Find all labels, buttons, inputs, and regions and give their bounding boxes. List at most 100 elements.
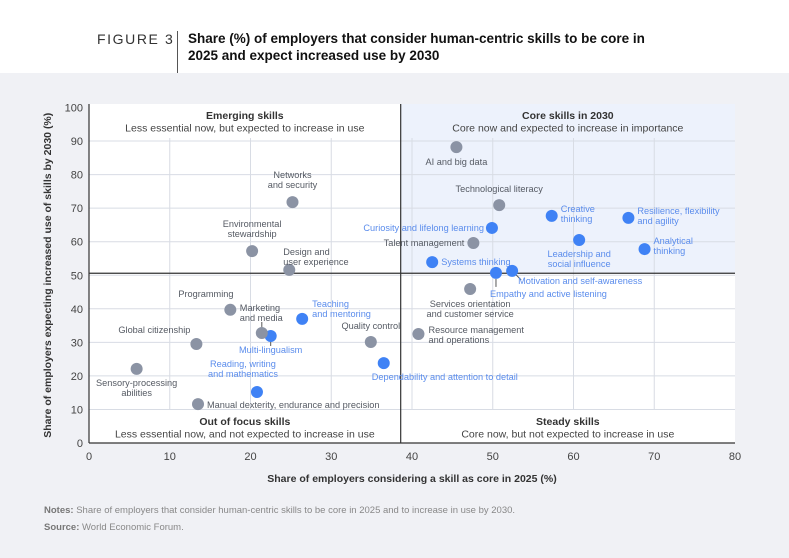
figure-label: FIGURE 3 <box>97 31 175 47</box>
x-tick-label: 30 <box>325 451 337 463</box>
point-label-line: Programming <box>178 289 233 299</box>
point-label-line: Creative <box>561 204 595 214</box>
point-talent-management <box>467 237 480 250</box>
x-tick-label: 50 <box>487 451 499 463</box>
point-label-technological-literacy: Technological literacy <box>456 184 544 194</box>
y-axis-label: Share of employers expecting increased u… <box>42 113 54 438</box>
point-label-line: Networks <box>273 170 312 180</box>
x-tick-label: 70 <box>648 451 660 463</box>
y-tick-label: 20 <box>71 371 83 383</box>
point-label-line: and mathematics <box>208 369 278 379</box>
source-text: World Economic Forum. <box>79 522 184 533</box>
point-label-line: and customer service <box>426 309 513 319</box>
point-label-line: Services orientation <box>430 299 511 309</box>
point-label-systems-thinking: Systems thinking <box>441 257 510 267</box>
quadrant-band-out-of-focus <box>90 410 401 443</box>
point-label-line: Multi-lingualism <box>239 345 303 355</box>
point-label-line: and agility <box>637 216 679 226</box>
point-label-environmental-stewardship: Environmental stewardship <box>223 219 282 239</box>
quadrant-subtitle-out-of-focus: Less essential now, and not expected to … <box>115 429 375 441</box>
point-label-marketing-and-media: Marketing and media <box>240 303 284 323</box>
point-label-resource-management-and-operations: Resource management and operations <box>428 325 524 345</box>
point-label-line: AI and big data <box>426 157 489 167</box>
quadrant-subtitle-core: Core now and expected to increase in imp… <box>452 123 683 135</box>
figure-title: Share (%) of employers that consider hum… <box>188 31 645 63</box>
point-label-line: thinking <box>561 214 593 224</box>
notes-label: Notes: <box>44 505 74 516</box>
point-label-line: Environmental <box>223 219 282 229</box>
point-label-line: abilities <box>121 388 152 398</box>
point-label-line: Sensory-processing <box>96 378 177 388</box>
point-global-citizenship <box>190 338 203 351</box>
point-label-creative-thinking: Creative thinking <box>561 204 595 224</box>
y-tick-label: 30 <box>71 337 83 349</box>
point-label-line: Systems thinking <box>441 257 510 267</box>
point-motivation-and-self-awareness <box>506 264 519 277</box>
point-label-teaching-and-mentoring: Teaching and mentoring <box>312 299 371 319</box>
point-manual-dexterity-endurance-and-precision <box>192 398 205 411</box>
point-resilience-flexibility-and-agility <box>622 211 635 224</box>
y-tick-label: 90 <box>71 136 83 148</box>
y-tick-label: 60 <box>71 237 83 249</box>
x-tick-label: 60 <box>567 451 579 463</box>
quadrant-band-steady <box>401 410 735 443</box>
source-label: Source: <box>44 522 80 533</box>
point-label-services-orientation-and-customer-service: Services orientation and customer service <box>426 299 513 319</box>
point-label-line: Reading, writing <box>210 359 276 369</box>
point-label-line: and operations <box>428 335 489 345</box>
point-label-reading-writing-and-mathematics: Reading, writing and mathematics <box>208 359 278 379</box>
point-analytical-thinking <box>638 243 651 256</box>
point-label-line: Global citizenship <box>118 325 190 335</box>
point-label-motivation-and-self-awareness: Motivation and self-awareness <box>518 276 643 286</box>
point-label-line: Resilience, flexibility <box>637 206 720 216</box>
point-label-line: Analytical <box>654 236 693 246</box>
point-label-analytical-thinking: Analytical thinking <box>654 236 693 256</box>
point-label-design-and-user-experience: Design and user experience <box>283 247 348 267</box>
x-tick-label: 0 <box>86 451 92 463</box>
point-technological-literacy <box>493 199 506 212</box>
point-label-line: Quality control <box>341 321 400 331</box>
point-curiosity-and-lifelong-learning <box>485 221 498 234</box>
point-label-line: Talent management <box>384 238 465 248</box>
point-creative-thinking <box>545 209 558 222</box>
point-label-line: Marketing <box>240 303 280 313</box>
point-label-multi-lingualism: Multi-lingualism <box>239 345 303 355</box>
point-label-empathy-and-active-listening: Empathy and active listening <box>490 289 607 299</box>
header-divider <box>177 31 178 73</box>
quadrant-subtitle-steady: Core now, but not expected to increase i… <box>461 429 674 441</box>
point-label-manual-dexterity-endurance-and-precision: Manual dexterity, endurance and precisio… <box>207 400 379 410</box>
label-leader-line <box>515 274 522 281</box>
point-dependability-and-attention-to-detail <box>377 357 390 370</box>
x-tick-label: 20 <box>244 451 256 463</box>
point-label-sensory-processing-abilities: Sensory-processing abilities <box>96 378 177 398</box>
x-tick-label: 80 <box>729 451 741 463</box>
point-label-line: and security <box>268 180 318 190</box>
quadrant-band-core <box>401 104 735 138</box>
point-label-line: Leadership and <box>547 249 610 259</box>
point-empathy-and-active-listening <box>489 266 502 279</box>
point-systems-thinking <box>426 256 439 269</box>
quadrant-title-core: Core skills in 2030 <box>522 110 614 122</box>
quadrant-subtitle-emerging: Less essential now, but expected to incr… <box>125 123 364 135</box>
quadrant-title-steady: Steady skills <box>536 416 600 428</box>
y-tick-label: 40 <box>71 304 83 316</box>
figure-header: FIGURE 3 Share (%) of employers that con… <box>0 0 789 73</box>
point-label-line: and mentoring <box>312 309 371 319</box>
point-quality-control <box>364 336 377 349</box>
y-tick-label: 0 <box>77 438 83 450</box>
point-marketing-and-media <box>255 326 268 339</box>
point-label-line: thinking <box>654 246 686 256</box>
point-label-global-citizenship: Global citizenship <box>118 325 190 335</box>
point-label-line: Curiosity and lifelong learning <box>363 223 484 233</box>
point-label-dependability-and-attention-to-detail: Dependability and attention to detail <box>372 372 518 382</box>
point-label-leadership-and-social-influence: Leadership and social influence <box>547 249 610 269</box>
point-label-quality-control: Quality control <box>341 321 400 331</box>
y-tick-label: 10 <box>71 404 83 416</box>
notes-text: Share of employers that consider human-c… <box>73 505 516 516</box>
quadrant-band-emerging <box>90 104 401 138</box>
y-tick-label: 50 <box>71 270 83 282</box>
point-label-line: stewardship <box>228 229 277 239</box>
point-label-line: Motivation and self-awareness <box>518 276 643 286</box>
point-services-orientation-and-customer-service <box>464 283 477 296</box>
